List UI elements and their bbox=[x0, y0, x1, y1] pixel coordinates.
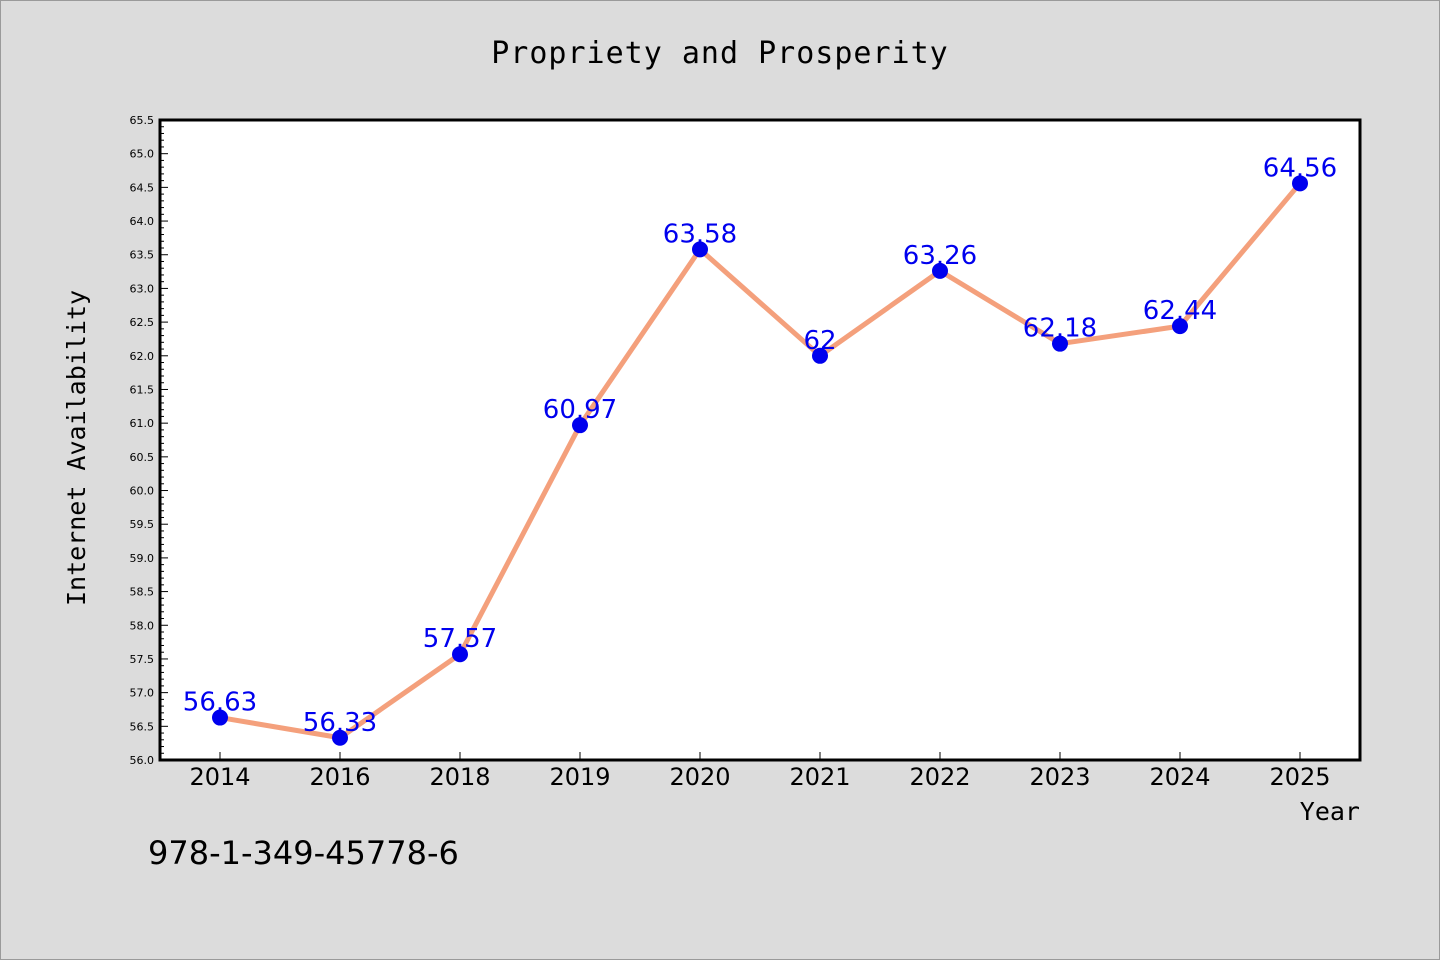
data-point-marker bbox=[1292, 175, 1308, 192]
y-tick-label: 62.0 bbox=[130, 350, 155, 363]
y-tick-label: 61.0 bbox=[130, 417, 155, 430]
y-tick-label: 62.5 bbox=[130, 316, 155, 329]
x-tick-label: 2019 bbox=[549, 763, 610, 791]
y-tick-label: 61.5 bbox=[130, 383, 155, 396]
data-label: 56.33 bbox=[303, 708, 377, 738]
y-tick-label: 57.5 bbox=[130, 653, 155, 666]
y-tick-label: 64.5 bbox=[130, 181, 155, 194]
data-point-marker bbox=[572, 417, 588, 434]
data-point-marker bbox=[932, 262, 948, 279]
data-label: 63.26 bbox=[903, 241, 977, 271]
data-label: 60.97 bbox=[543, 395, 617, 425]
data-label: 57.57 bbox=[423, 624, 497, 654]
x-tick-label: 2022 bbox=[909, 763, 970, 791]
isbn-annotation: 978-1-349-45778-6 bbox=[148, 834, 459, 872]
x-axis-ticks: 2014 2016 2018 2019 2020 2021 2022 2023 2024 2025 bbox=[189, 752, 1331, 791]
data-point-marker bbox=[812, 347, 828, 364]
series-line bbox=[217, 180, 1303, 741]
x-tick-label: 2020 bbox=[669, 763, 730, 791]
y-axis-ticks: 56.0 56.5 57.0 57.5 58.0 58.5 59.0 59.5 60.0 60.5… bbox=[130, 114, 168, 767]
data-point-marker bbox=[332, 729, 348, 746]
data-label: 62.18 bbox=[1023, 314, 1097, 344]
y-tick-label: 65.0 bbox=[130, 148, 155, 161]
y-tick-label: 59.5 bbox=[130, 518, 155, 531]
data-point-marker bbox=[452, 646, 468, 663]
x-tick-label: 2014 bbox=[189, 763, 250, 791]
data-point-marker bbox=[212, 709, 228, 726]
y-tick-label: 56.0 bbox=[130, 754, 155, 767]
x-axis-label: Year bbox=[1300, 797, 1360, 826]
x-tick-label: 2023 bbox=[1029, 763, 1090, 791]
y-tick-label: 58.0 bbox=[130, 619, 155, 632]
y-tick-label: 65.5 bbox=[130, 114, 155, 127]
y-tick-label: 60.5 bbox=[130, 451, 155, 464]
data-point-marker bbox=[692, 241, 708, 258]
data-label: 62.44 bbox=[1143, 296, 1217, 326]
x-tick-label: 2024 bbox=[1149, 763, 1210, 791]
x-tick-label: 2021 bbox=[789, 763, 850, 791]
data-label: 64.56 bbox=[1263, 153, 1337, 183]
plot-area bbox=[158, 118, 1362, 762]
y-tick-label: 64.0 bbox=[130, 215, 155, 228]
y-tick-label: 56.5 bbox=[130, 720, 155, 733]
chart-title: Propriety and Prosperity bbox=[491, 36, 948, 71]
x-tick-label: 2018 bbox=[429, 763, 490, 791]
y-tick-label: 57.0 bbox=[130, 687, 155, 700]
y-tick-label: 63.0 bbox=[130, 282, 155, 295]
y-tick-label: 60.0 bbox=[130, 485, 155, 498]
y-tick-label: 59.0 bbox=[130, 552, 155, 565]
data-label: 62 bbox=[803, 326, 836, 356]
y-tick-label: 58.5 bbox=[130, 586, 155, 599]
y-tick-label: 63.5 bbox=[130, 249, 155, 262]
series-layer: 56.63 56.33 57.57 60.97 63.58 62 63.26 62.18 62.… bbox=[183, 153, 1337, 746]
y-axis-label: Internet Availability bbox=[62, 290, 91, 606]
data-label: 63.58 bbox=[663, 219, 737, 249]
data-point-marker bbox=[1172, 318, 1188, 335]
data-label: 56.63 bbox=[183, 688, 257, 718]
data-point-marker bbox=[1052, 335, 1068, 352]
x-tick-label: 2025 bbox=[1269, 763, 1330, 791]
x-tick-label: 2016 bbox=[309, 763, 370, 791]
